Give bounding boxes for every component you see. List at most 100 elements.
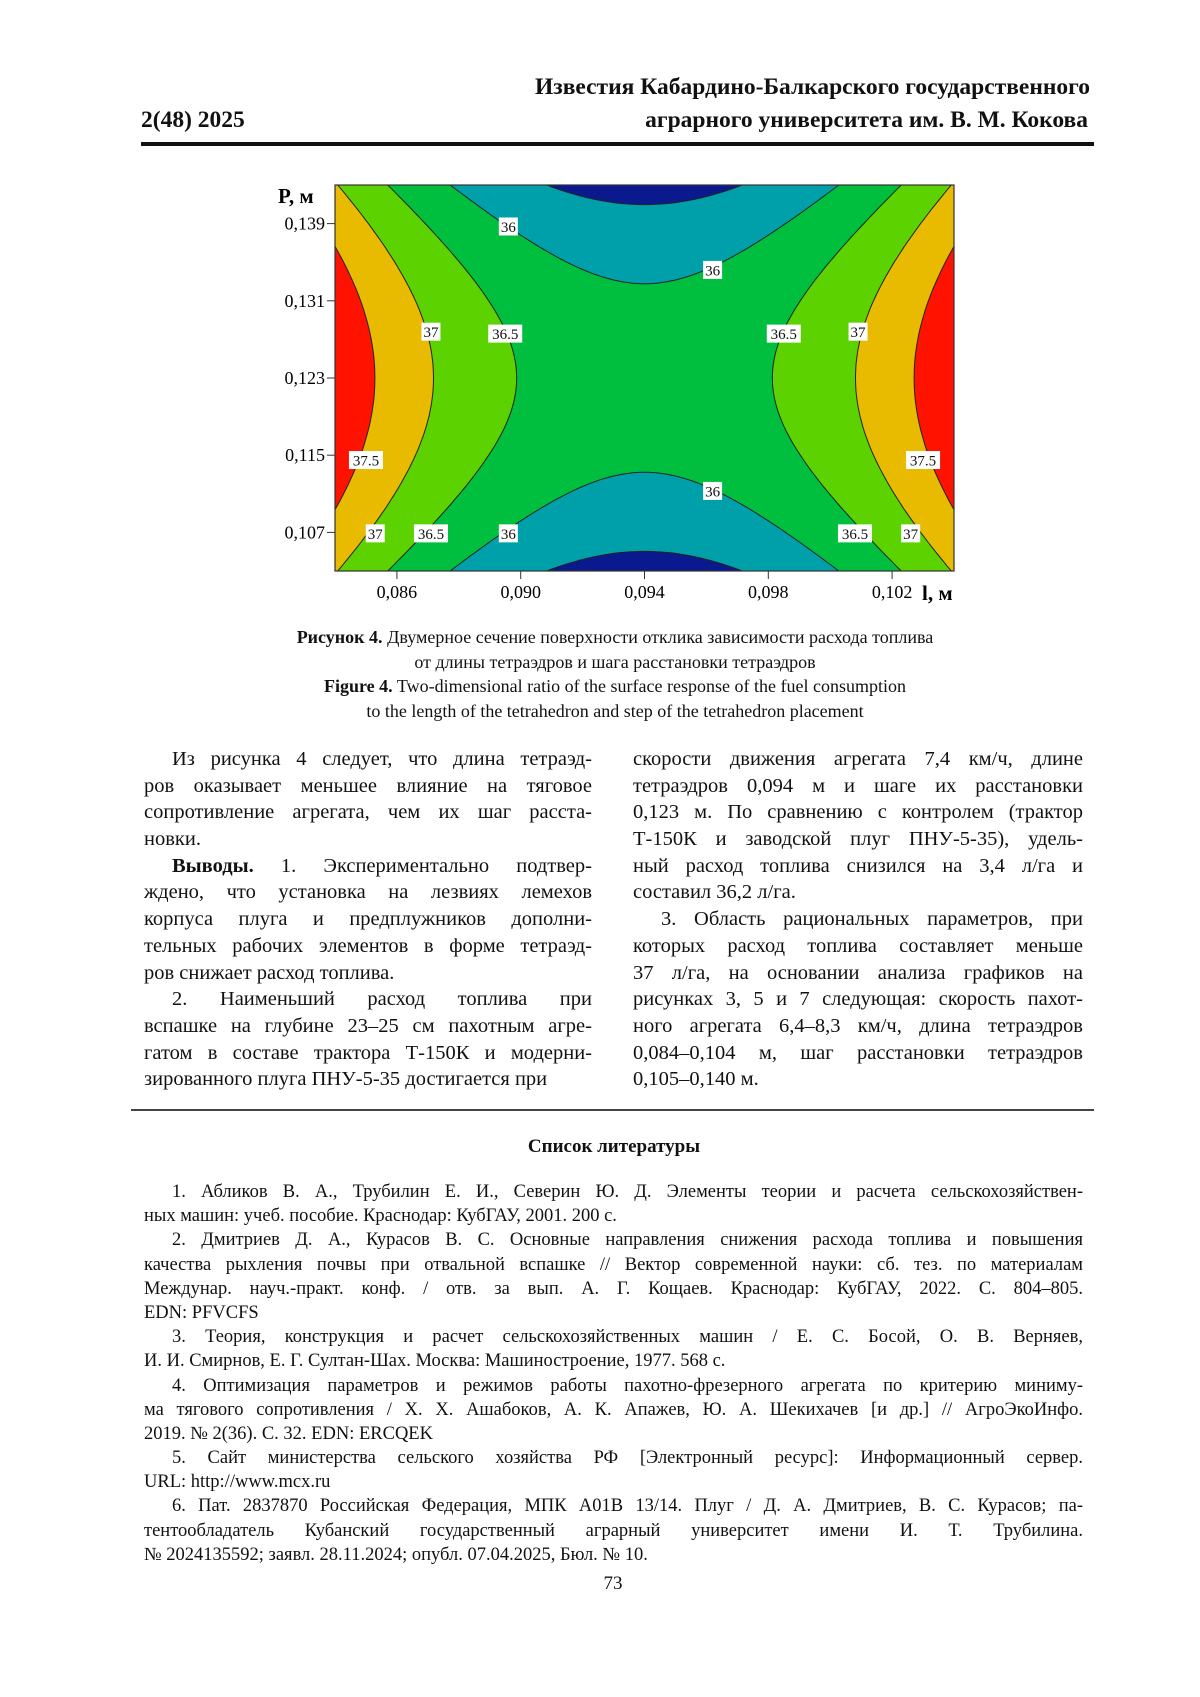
text-line: ров снижает расход топлива. [144, 961, 395, 984]
contour-line-37 [337, 185, 435, 571]
text-line: 3. Теория, конструкция и расчет сельскох… [172, 1327, 1083, 1348]
body-column-left: Из рисунка 4 следует, что длина тетраэд-… [144, 746, 592, 1093]
contour-line-37 [854, 185, 952, 571]
paragraph: скорости движения агрегата 7,4 км/ч, дли… [633, 746, 1083, 906]
text-line: 6. Пат. 2837870 Российская Федерация, МП… [172, 1496, 1083, 1517]
contour-label: 36.5 [771, 327, 797, 343]
journal-title-line2: аграрного университета им. В. М. Кокова [645, 107, 1088, 133]
x-tick-label: 0,090 [500, 582, 541, 602]
paragraph: Из рисунка 4 следует, что длина тетраэд-… [144, 746, 592, 853]
text-line: EDN: PFVCFS [144, 1302, 259, 1323]
text-line: ный расход топлива снизился на 3,4 л/га … [633, 854, 1083, 877]
paragraph: 3. Область рациональных параметров, при к… [633, 906, 1083, 1093]
journal-title-line1: Известия Кабардино-Балкарского государст… [534, 74, 1090, 100]
contour-line-36 [449, 471, 840, 571]
text-line: 2019. № 2(36). С. 32. EDN: ERCQEK [144, 1423, 433, 1444]
text-line: 0,084–0,104 м, шаг расстановки тетраэдро… [633, 1041, 1083, 1064]
issue-number: 2(48) 2025 [141, 107, 245, 133]
caption-ru-label: Рисунок 4. [296, 627, 383, 647]
text-line: Из рисунка 4 следует, что длина тетраэд- [172, 748, 592, 770]
contour-label: 36.5 [492, 327, 518, 343]
text-line: 4. Оптимизация параметров и режимов рабо… [172, 1375, 1083, 1396]
section-divider [131, 1109, 1094, 1111]
caption-ru-line1: Рисунок 4. Двумерное сечение поверхности… [150, 625, 1080, 650]
contour-label: 37.5 [910, 454, 936, 470]
text-line: составил 36,2 л/га. [633, 881, 796, 904]
text-line: тельных рабочих элементов в форме тетраэ… [144, 934, 592, 957]
text-line: зированного плуга ПНУ-5-35 достигается п… [144, 1068, 548, 1091]
text-line: 0,123 м. По сравнению с контролем (тракт… [633, 801, 1083, 824]
contour-label: 36 [501, 220, 517, 236]
text-line: новки. [144, 828, 201, 851]
paragraph: 6. Пат. 2837870 Российская Федерация, МП… [144, 1494, 1083, 1567]
x-axis-label: l, м [922, 581, 953, 605]
text-line: ров оказывает меньшее влияние на тяговое [144, 774, 592, 797]
contour-label-box [488, 324, 523, 343]
caption-ru-text: Двумерное сечение поверхности отклика за… [382, 627, 934, 647]
contour-label-box [703, 260, 723, 279]
conclusions-heading: Выводы. [172, 854, 254, 877]
text-line: ждено, что установка на лезвиях лемехов [144, 881, 592, 904]
contour-label: 36 [501, 527, 517, 543]
contour-region-37.5-left [335, 246, 375, 510]
contour-label-box [901, 524, 921, 543]
text-line: тетраэдров 0,094 м и шаге их расстановки [633, 774, 1083, 797]
paragraph: 1. Абликов В. А., Трубилин Е. И., Севери… [144, 1180, 1083, 1228]
contour-region-37-right [855, 185, 954, 571]
contour-label: 37 [851, 325, 867, 341]
y-axis-label: P, м [278, 184, 314, 208]
x-tick-label: 0,086 [377, 582, 418, 602]
contour-labels: 36 36 37 36.5 36.5 37 37.5 37.5 36 37 36.5 36 36.5 37 [348, 217, 941, 543]
text-line: № 2024135592; заявл. 28.11.2024; опубл. … [144, 1544, 648, 1565]
text-line: которых расход топлива составляет меньше [633, 934, 1083, 957]
contour-line-36.5 [387, 185, 518, 571]
contour-lines [335, 185, 954, 571]
body-column-right: скорости движения агрегата 7,4 км/ч, дли… [633, 746, 1083, 1093]
y-tick-label: 0,131 [285, 291, 326, 311]
text-line: 3. Область рациональных параметров, при [661, 908, 1083, 931]
x-tick-label: 0,094 [624, 582, 665, 602]
contour-label: 37 [423, 325, 439, 341]
paragraph: 2. Наименьший расход топлива при вспашке … [144, 986, 592, 1093]
text-line: ных машин: учеб. пособие. Краснодар: Куб… [144, 1206, 617, 1227]
text-line: ного агрегата 6,4–8,3 км/ч, длина тетраэ… [633, 1014, 1083, 1037]
paragraph: 5. Сайт министерства сельского хозяйства… [144, 1446, 1083, 1494]
contour-label-box [766, 324, 801, 343]
paragraph: 4. Оптимизация параметров и режимов рабо… [144, 1374, 1083, 1447]
text-line: URL: http://www.mcx.ru [144, 1472, 331, 1493]
contour-label: 36.5 [418, 527, 444, 543]
caption-en-line1: Figure 4. Two-dimensional ratio of the s… [150, 674, 1080, 699]
contour-label-box [848, 322, 868, 341]
contour-label: 37 [368, 527, 384, 543]
text-line: сопротивление агрегата, чем их шаг расст… [144, 801, 592, 824]
contour-region-37-left [335, 185, 434, 571]
text-line: 1. Абликов В. А., Трубилин Е. И., Севери… [172, 1182, 1083, 1202]
contour-label: 36 [705, 484, 721, 500]
contour-label-box [348, 451, 383, 470]
paragraph: Выводы. 1. Экспериментально подтвер-жден… [144, 853, 592, 986]
contour-label-box [498, 524, 518, 543]
contour-region-35.5-top [546, 185, 743, 205]
contour-label-box [498, 217, 518, 236]
contour-label-box [413, 524, 448, 543]
text-line: гатом в составе трактора Т-150К и модерн… [144, 1041, 592, 1064]
text-line: вспашке на глубине 23–25 см пахотным агр… [144, 1014, 592, 1037]
text-line: 5. Сайт министерства сельского хозяйства… [172, 1448, 1083, 1469]
caption-en-label: Figure 4. [324, 676, 393, 696]
y-tick-label: 0,115 [285, 445, 325, 465]
contour-line-36 [449, 185, 840, 285]
contour-line-35.5 [545, 185, 744, 206]
caption-en-text: Two-dimensional ratio of the surface res… [392, 676, 906, 696]
text-line: корпуса плуга и предплужников дополни- [144, 908, 592, 931]
text-line: скорости движения агрегата 7,4 км/ч, дли… [633, 748, 1083, 770]
contour-label: 37.5 [353, 454, 379, 470]
caption-en-line2: to the length of the tetrahedron and ste… [366, 701, 864, 721]
contour-label: 37 [903, 527, 919, 543]
text-line: 2. Дмитриев Д. А., Курасов В. С. Основны… [172, 1230, 1083, 1251]
text-line: Выводы. 1. Экспериментально подтвер- [172, 854, 592, 877]
contour-chart: 36 36 37 36.5 36.5 37 37.5 37.5 36 37 36.5 36 36.5 37… [278, 184, 955, 605]
text-line: рисунках 3, 5 и 7 следующая: скорость па… [633, 988, 1083, 1011]
contour-label-box [906, 451, 941, 470]
text-line: Междунар. науч.-практ. конф. / отв. за в… [144, 1278, 1083, 1299]
text-line: И. И. Смирнов, Е. Г. Султан-Шах. Москва:… [144, 1351, 726, 1372]
